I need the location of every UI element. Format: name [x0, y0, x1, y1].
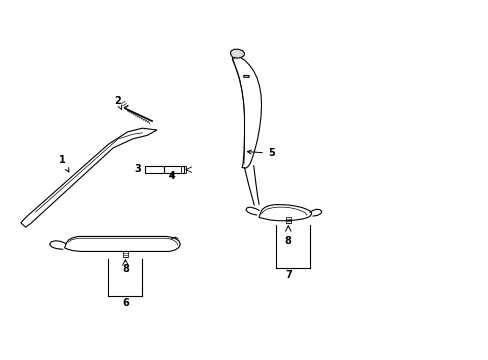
Text: 7: 7 [285, 270, 291, 280]
Text: 6: 6 [122, 298, 128, 308]
Bar [285, 217, 290, 223]
Bar [164, 166, 183, 173]
Bar [123, 251, 127, 257]
Bar [144, 166, 164, 173]
Text: 3: 3 [134, 164, 141, 174]
Polygon shape [232, 56, 261, 168]
Text: 4: 4 [168, 171, 175, 181]
Polygon shape [230, 49, 244, 58]
Polygon shape [64, 237, 180, 251]
Text: 5: 5 [247, 148, 274, 158]
Bar [181, 166, 185, 173]
Text: 2: 2 [115, 96, 122, 109]
Polygon shape [21, 128, 157, 227]
Text: 8: 8 [122, 264, 128, 274]
Text: 8: 8 [284, 236, 291, 246]
Text: 1: 1 [59, 156, 69, 172]
Polygon shape [259, 204, 311, 221]
